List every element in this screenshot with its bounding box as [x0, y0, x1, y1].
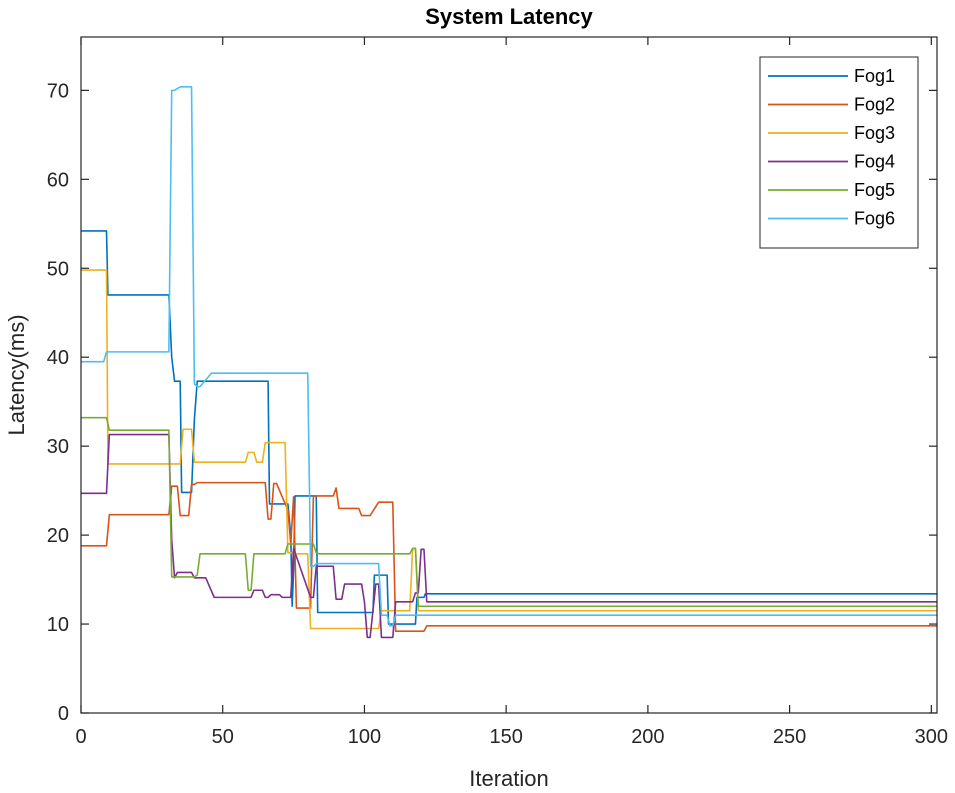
series-line-fog1: [81, 230, 937, 625]
legend-label: Fog3: [854, 123, 895, 143]
series-layer: [81, 86, 937, 639]
x-tick-label: 100: [348, 726, 381, 748]
y-tick-label: 40: [47, 347, 69, 369]
axes-layer: 0 50 100 150 200 250 300 0 10 20 30 40 50 60 70: [47, 36, 948, 748]
x-tick-label: 300: [915, 726, 948, 748]
x-axis-label: Iteration: [469, 766, 549, 791]
legend-label: Fog4: [854, 152, 895, 172]
x-tick-label: 50: [212, 726, 234, 748]
x-tick-label: 0: [75, 726, 86, 748]
y-tick-label: 0: [58, 703, 69, 725]
y-axis-label: Latency(ms): [4, 314, 29, 435]
legend: Fog1 Fog2 Fog3 Fog4 Fog5 Fog6: [759, 56, 919, 249]
legend-label: Fog1: [854, 66, 895, 86]
x-tick-label: 150: [489, 726, 522, 748]
y-tick-label: 70: [47, 80, 69, 102]
y-tick-label: 10: [47, 614, 69, 636]
axes-box: [80, 36, 938, 714]
series-line-fog2: [81, 481, 937, 632]
chart-title: System Latency: [425, 4, 593, 29]
series-line-fog5: [81, 416, 937, 608]
y-tick-label: 50: [47, 258, 69, 280]
x-tick-label: 250: [773, 726, 806, 748]
series-line-fog3: [81, 269, 937, 630]
y-tick-label: 30: [47, 436, 69, 458]
x-tick-label: 200: [631, 726, 664, 748]
y-tick-label: 20: [47, 525, 69, 547]
legend-label: Fog2: [854, 95, 895, 115]
series-line-fog6: [81, 86, 937, 627]
legend-label: Fog6: [854, 209, 895, 229]
legend-label: Fog5: [854, 180, 895, 200]
y-tick-label: 60: [47, 169, 69, 191]
legend-box: [759, 56, 919, 249]
